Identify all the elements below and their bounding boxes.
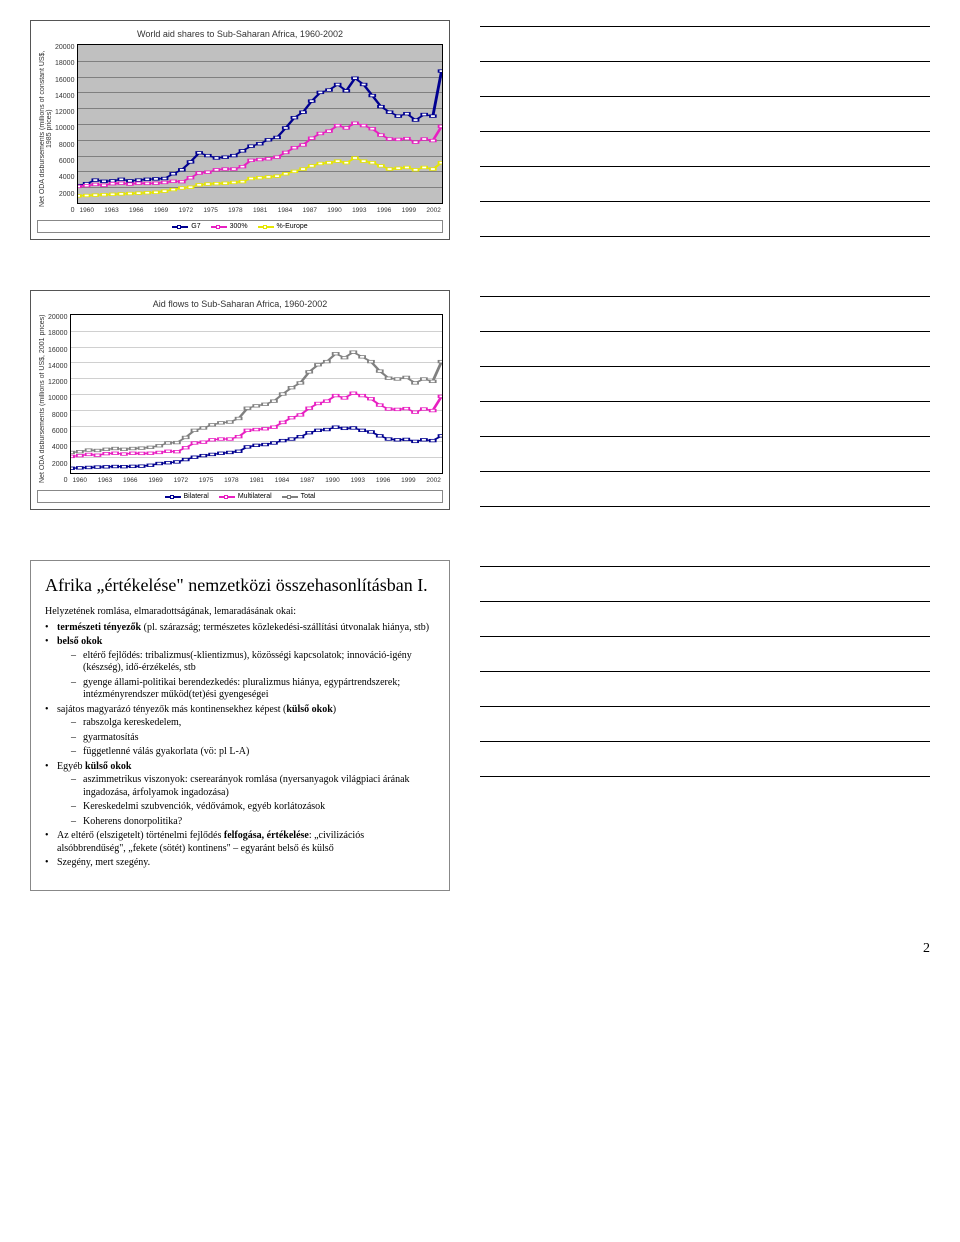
chart-1-legend: G7300%%-Europe <box>37 220 443 233</box>
bullet-item: rabszolga kereskedelem, <box>71 717 435 730</box>
note-line <box>480 166 930 167</box>
chart-1-title: World aid shares to Sub-Saharan Africa, … <box>37 29 443 39</box>
notes-1 <box>480 20 930 240</box>
note-line <box>480 506 930 507</box>
bullet-item: gyarmatosítás <box>71 732 435 745</box>
bullet-item: Koherens donorpolitika? <box>71 816 435 829</box>
note-line <box>480 601 930 602</box>
slide-3: Afrika „értékelése" nemzetközi összehaso… <box>30 560 450 891</box>
chart-2-ylabel: Net ODA disbursements (millions of US$, … <box>37 314 48 484</box>
note-line <box>480 566 930 567</box>
notes-2 <box>480 290 930 510</box>
chart-1-ylabel: Net ODA disbursements (millions of const… <box>37 44 55 214</box>
notes-3 <box>480 560 930 891</box>
chart-2-legend: BilateralMultilateralTotal <box>37 490 443 503</box>
bullet-item: Az eltérő (elszigetelt) történelmi fejlő… <box>45 830 435 855</box>
bullet-item: gyenge állami-politikai berendezkedés: p… <box>71 677 435 702</box>
bullet-item: Egyéb külső okokaszimmetrikus viszonyok:… <box>45 761 435 829</box>
chart-1-plot: Net ODA disbursements (millions of const… <box>37 44 443 214</box>
chart-2-plotarea <box>70 314 443 474</box>
slide-3-intro: Helyzetének romlása, elmaradottságának, … <box>45 606 435 619</box>
note-line <box>480 401 930 402</box>
note-line <box>480 776 930 777</box>
note-line <box>480 96 930 97</box>
note-line <box>480 436 930 437</box>
bullet-item: aszimmetrikus viszonyok: cserearányok ro… <box>71 774 435 799</box>
row-2: Aid flows to Sub-Saharan Africa, 1960-20… <box>30 290 930 510</box>
chart-1-xaxis: 1960196319661969197219751978198119841987… <box>77 207 443 214</box>
slide-3-body: Helyzetének romlása, elmaradottságának, … <box>45 606 435 870</box>
bullet-item: függetlenné válás gyakorlata (vö: pl L-A… <box>71 746 435 759</box>
note-line <box>480 366 930 367</box>
page-number: 2 <box>30 941 930 957</box>
text-slide: Afrika „értékelése" nemzetközi összehaso… <box>30 560 450 891</box>
chart-1: World aid shares to Sub-Saharan Africa, … <box>30 20 450 240</box>
note-line <box>480 741 930 742</box>
slide-2: Aid flows to Sub-Saharan Africa, 1960-20… <box>30 290 450 510</box>
note-line <box>480 296 930 297</box>
row-3: Afrika „értékelése" nemzetközi összehaso… <box>30 560 930 891</box>
bullet-item: eltérő fejlődés: tribalizmus(-klientizmu… <box>71 650 435 675</box>
chart-2-yticks: 2000018000160001400012000100008000600040… <box>48 314 70 484</box>
note-line <box>480 236 930 237</box>
note-line <box>480 706 930 707</box>
note-line <box>480 26 930 27</box>
bullet-item: természeti tényezők (pl. szárazság; term… <box>45 622 435 635</box>
note-line <box>480 671 930 672</box>
note-line <box>480 331 930 332</box>
row-1: World aid shares to Sub-Saharan Africa, … <box>30 20 930 240</box>
note-line <box>480 131 930 132</box>
chart-2-plot: Net ODA disbursements (millions of US$, … <box>37 314 443 484</box>
note-line <box>480 201 930 202</box>
chart-2-xaxis: 1960196319661969197219751978198119841987… <box>70 477 443 484</box>
chart-1-plotarea <box>77 44 443 204</box>
slide-1: World aid shares to Sub-Saharan Africa, … <box>30 20 450 240</box>
bullet-item: sajátos magyarázó tényezők más kontinens… <box>45 704 435 759</box>
slide-3-title: Afrika „értékelése" nemzetközi összehaso… <box>45 575 435 596</box>
chart-2: Aid flows to Sub-Saharan Africa, 1960-20… <box>30 290 450 510</box>
chart-1-yticks: 2000018000160001400012000100008000600040… <box>55 44 77 214</box>
bullet-item: belső okokeltérő fejlődés: tribalizmus(-… <box>45 636 435 702</box>
bullet-item: Szegény, mert szegény. <box>45 857 435 870</box>
note-line <box>480 61 930 62</box>
bullet-item: Kereskedelmi szubvenciók, védővámok, egy… <box>71 801 435 814</box>
note-line <box>480 471 930 472</box>
note-line <box>480 636 930 637</box>
chart-2-title: Aid flows to Sub-Saharan Africa, 1960-20… <box>37 299 443 309</box>
